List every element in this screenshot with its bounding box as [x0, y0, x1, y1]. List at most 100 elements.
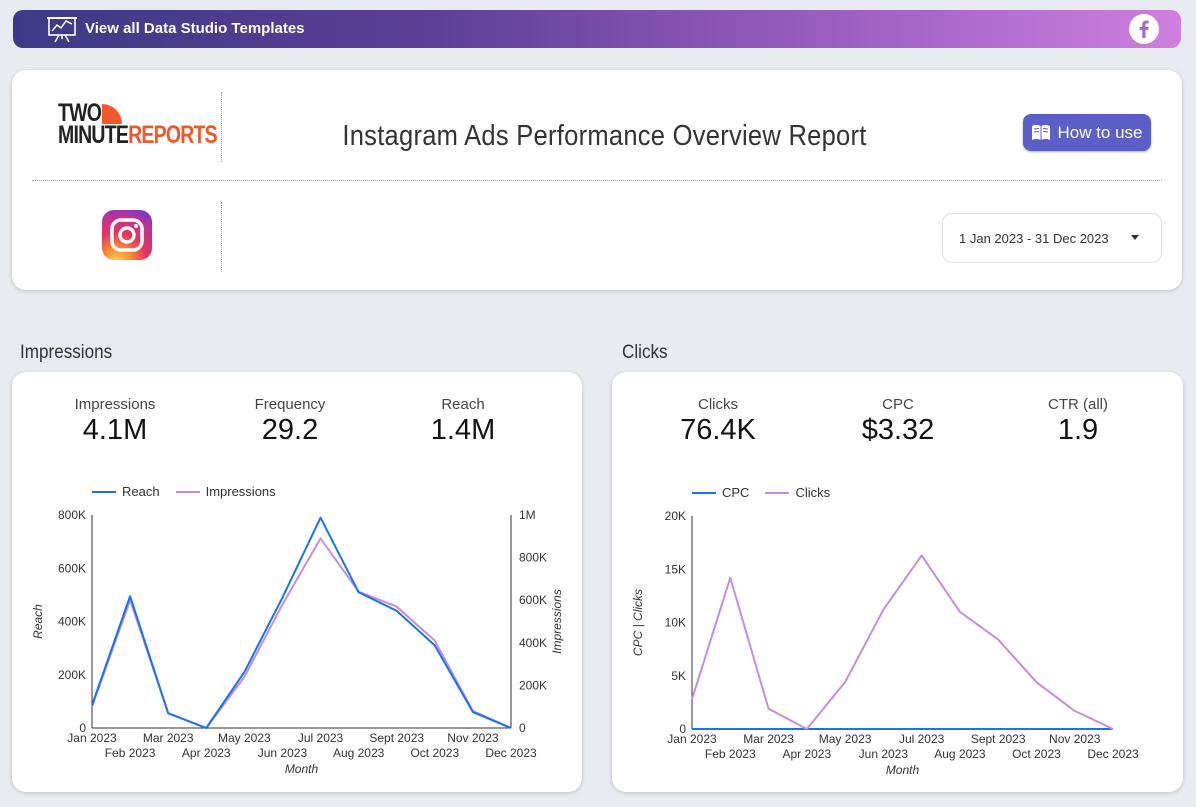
logo-line2: MINUTEREPORTS — [58, 121, 218, 149]
horizontal-divider — [32, 180, 1162, 181]
x-tick-label: Oct 2023 — [1012, 747, 1061, 761]
x-tick-label: Jan 2023 — [67, 731, 117, 745]
y-axis-title: Reach — [31, 604, 45, 639]
kpi-ctr: CTR (all) 1.9 — [998, 396, 1158, 447]
vertical-divider — [221, 92, 222, 162]
legend-label: CPC — [722, 485, 750, 500]
x-tick-label: Dec 2023 — [485, 746, 537, 760]
x-axis-title: Month — [285, 762, 319, 776]
y2-axis-title: Impressions — [550, 589, 564, 654]
x-tick-label: Oct 2023 — [410, 746, 459, 760]
y-tick-label: 800K — [58, 508, 86, 522]
x-tick-label: Apr 2023 — [782, 747, 831, 761]
y2-tick-label: 400K — [519, 636, 547, 650]
legend-swatch — [692, 491, 716, 494]
facebook-icon[interactable] — [1129, 14, 1159, 44]
y-tick-label: 15K — [665, 562, 686, 576]
series-line-reach — [91, 516, 512, 729]
x-tick-label: Apr 2023 — [182, 746, 231, 760]
x-tick-label: Nov 2023 — [1049, 732, 1101, 746]
x-tick-label: Feb 2023 — [705, 747, 756, 761]
legend-swatch — [765, 491, 790, 494]
kpi-value: $3.32 — [861, 414, 935, 446]
x-tick-label: Jan 2023 — [667, 732, 717, 746]
logo-line1: TWO — [58, 99, 102, 127]
x-tick-label: Aug 2023 — [333, 746, 385, 760]
instagram-icon — [102, 210, 152, 260]
y-tick-label: 10K — [665, 616, 686, 630]
x-tick-label: Mar 2023 — [143, 731, 194, 745]
header-card: TWO MINUTEREPORTS Instagram Ads Performa… — [12, 70, 1182, 290]
y2-tick-label: 1M — [519, 508, 536, 522]
kpi-label: CPC — [882, 396, 914, 413]
x-tick-label: Dec 2023 — [1087, 747, 1139, 761]
kpi-clicks: Clicks 76.4K — [638, 396, 798, 447]
kpi-value: 29.2 — [261, 414, 319, 446]
y-tick-label: 5K — [671, 669, 686, 683]
clicks-section-title: Clicks — [622, 342, 668, 363]
kpi-label: Reach — [441, 396, 485, 413]
kpi-value: 1.4M — [430, 414, 496, 446]
vertical-divider — [221, 202, 222, 272]
how-to-use-label: How to use — [1057, 122, 1143, 142]
reach-impressions-chart: 0 200K 400K 600K 800K 0 200K 400K 600K 800K 1M Jan … — [31, 508, 564, 776]
chart-legend: Reach Impressions — [92, 484, 276, 499]
x-tick-label: Mar 2023 — [743, 732, 794, 746]
impressions-section-title: Impressions — [20, 342, 113, 363]
chart-legend: CPC Clicks — [692, 485, 830, 500]
caret-down-icon — [1131, 235, 1139, 240]
x-tick-label: May 2023 — [819, 732, 872, 746]
series-line-clicks — [691, 554, 1114, 730]
kpi-label: CTR (all) — [1048, 396, 1108, 413]
legend-label: Reach — [122, 484, 160, 499]
series-line-impressions — [91, 537, 512, 729]
kpi-label: Clicks — [698, 396, 738, 413]
impressions-card: Impressions 4.1M Frequency 29.2 Reach 1.… — [12, 372, 582, 792]
legend-label: Clicks — [795, 485, 831, 500]
legend-swatch — [92, 490, 116, 493]
view-templates-link[interactable]: View all Data Studio Templates — [85, 20, 305, 37]
kpi-reach: Reach 1.4M — [383, 396, 543, 447]
logo-reports: REPORTS — [128, 121, 218, 149]
top-banner: View all Data Studio Templates — [13, 10, 1181, 48]
kpi-value: 4.1M — [82, 414, 148, 446]
x-tick-label: Jun 2023 — [258, 746, 308, 760]
kpi-value: 1.9 — [1057, 414, 1099, 446]
x-tick-label: Aug 2023 — [934, 747, 986, 761]
y-tick-label: 400K — [58, 615, 86, 629]
y-axis-title: CPC | Clicks — [631, 589, 645, 656]
kpi-frequency: Frequency 29.2 — [210, 396, 370, 447]
y2-tick-label: 800K — [519, 551, 547, 565]
page-title: Instagram Ads Performance Overview Repor… — [342, 120, 867, 152]
y-tick-label: 0 — [679, 722, 686, 736]
legend-item-clicks[interactable]: Clicks — [765, 485, 830, 500]
y-tick-label: 200K — [58, 668, 86, 682]
x-tick-label: Nov 2023 — [447, 731, 499, 745]
x-tick-label: Feb 2023 — [105, 746, 156, 760]
kpi-label: Frequency — [254, 396, 326, 413]
kpi-cpc: CPC $3.32 — [818, 396, 978, 447]
book-icon — [1032, 124, 1051, 140]
two-minute-reports-logo: TWO MINUTEREPORTS — [58, 99, 218, 152]
kpi-value: 76.4K — [680, 414, 756, 446]
x-tick-label: Jul 2023 — [899, 732, 945, 746]
legend-item-impressions[interactable]: Impressions — [175, 484, 276, 499]
logo-minute: MINUTE — [58, 121, 129, 149]
x-tick-label: Jul 2023 — [298, 731, 344, 745]
date-range-value: 1 Jan 2023 - 31 Dec 2023 — [959, 230, 1109, 246]
y2-tick-label: 200K — [519, 678, 547, 692]
x-tick-label: Sept 2023 — [369, 731, 424, 745]
legend-label: Impressions — [205, 484, 276, 499]
date-range-picker[interactable]: 1 Jan 2023 - 31 Dec 2023 — [942, 213, 1162, 263]
x-tick-label: Sept 2023 — [971, 732, 1026, 746]
kpi-label: Impressions — [74, 396, 156, 413]
legend-item-cpc[interactable]: CPC — [692, 485, 749, 500]
y-tick-label: 600K — [58, 561, 86, 575]
presentation-chart-icon[interactable] — [47, 15, 77, 43]
how-to-use-button[interactable]: How to use — [1023, 114, 1151, 151]
x-tick-label: May 2023 — [218, 731, 271, 745]
y-tick-label: 0 — [79, 721, 86, 735]
legend-item-reach[interactable]: Reach — [92, 484, 160, 499]
kpi-impressions: Impressions 4.1M — [35, 396, 195, 447]
